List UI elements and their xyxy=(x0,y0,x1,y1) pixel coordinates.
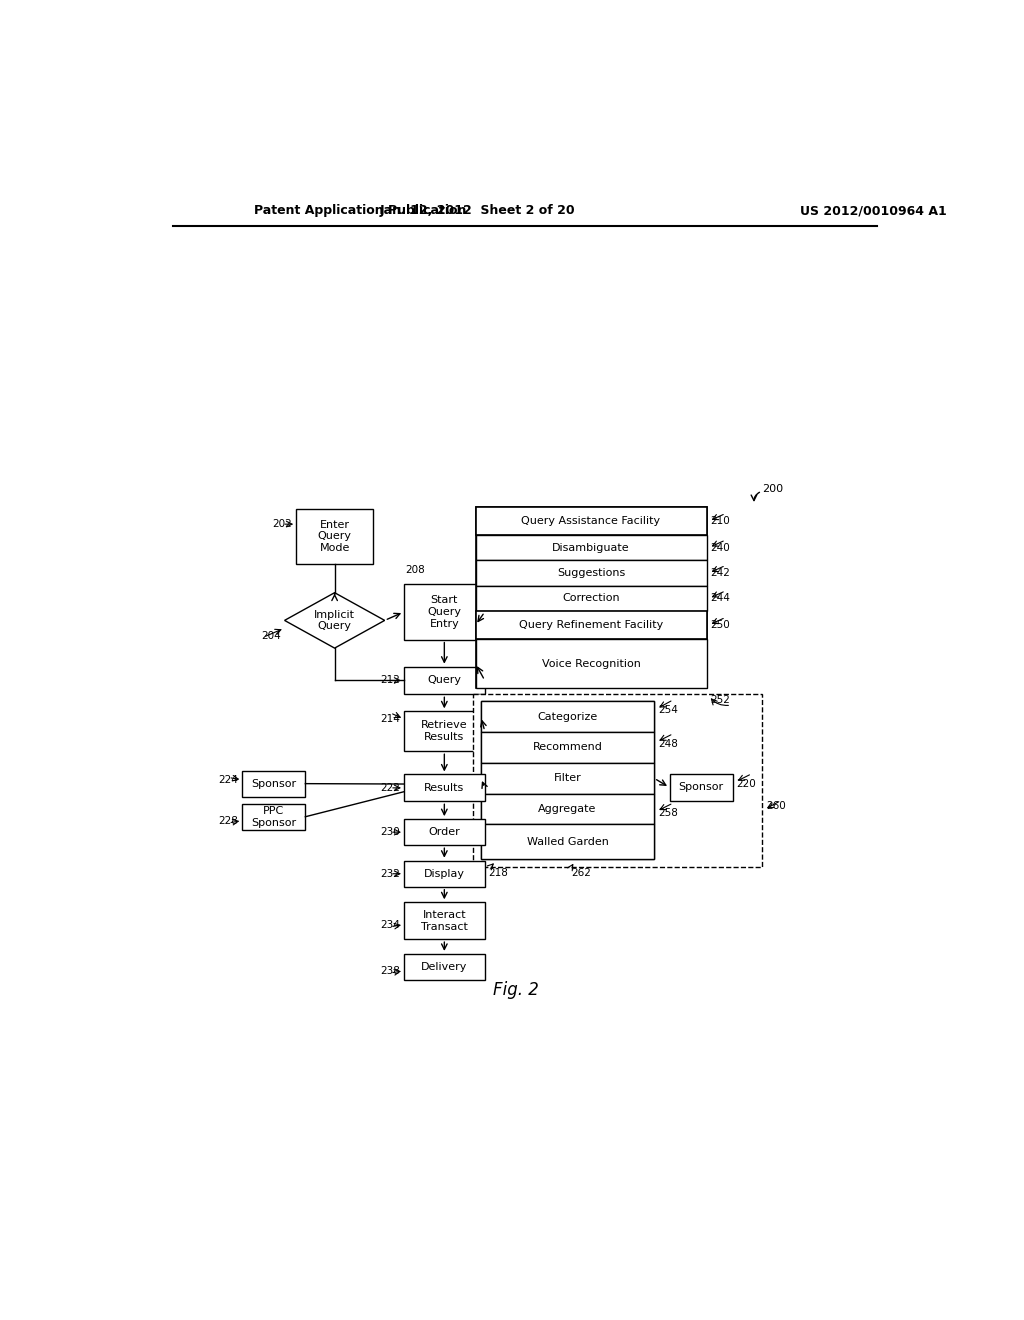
Text: Jan. 12, 2012  Sheet 2 of 20: Jan. 12, 2012 Sheet 2 of 20 xyxy=(379,205,574,218)
Bar xyxy=(670,775,733,800)
Text: 218: 218 xyxy=(488,869,509,878)
Bar xyxy=(475,560,707,586)
Text: 244: 244 xyxy=(711,594,730,603)
Text: Patent Application Publication: Patent Application Publication xyxy=(254,205,466,218)
Text: 224: 224 xyxy=(218,775,239,785)
Bar xyxy=(403,667,484,694)
Text: Suggestions: Suggestions xyxy=(557,568,625,578)
Text: Sponsor: Sponsor xyxy=(251,779,296,788)
Text: Retrieve
Results: Retrieve Results xyxy=(421,721,468,742)
Bar xyxy=(403,954,484,979)
Bar xyxy=(243,771,305,797)
Bar xyxy=(475,535,707,560)
Bar xyxy=(296,508,373,564)
Text: 202: 202 xyxy=(272,519,292,529)
Text: Interact
Transact: Interact Transact xyxy=(421,909,468,932)
Bar xyxy=(481,733,654,763)
Text: 260: 260 xyxy=(766,801,785,812)
Text: Correction: Correction xyxy=(562,594,620,603)
Text: 234: 234 xyxy=(380,920,400,929)
Text: Categorize: Categorize xyxy=(538,711,598,722)
Text: US 2012/0010964 A1: US 2012/0010964 A1 xyxy=(801,205,947,218)
Bar xyxy=(403,585,484,640)
Text: Enter
Query
Mode: Enter Query Mode xyxy=(317,520,351,553)
Text: Recommend: Recommend xyxy=(532,742,602,752)
Text: 242: 242 xyxy=(711,568,730,578)
Bar xyxy=(481,701,654,859)
Text: 220: 220 xyxy=(736,779,757,788)
Bar xyxy=(475,507,707,688)
Text: Delivery: Delivery xyxy=(421,962,468,972)
Text: 204: 204 xyxy=(261,631,282,640)
Text: 238: 238 xyxy=(380,966,400,975)
Text: PPC
Sponsor: PPC Sponsor xyxy=(251,807,296,828)
Bar xyxy=(475,507,707,535)
Text: Results: Results xyxy=(424,783,465,793)
Text: Filter: Filter xyxy=(554,774,582,783)
Polygon shape xyxy=(285,593,385,648)
Bar xyxy=(403,775,484,801)
Text: Query: Query xyxy=(427,676,462,685)
Text: Implicit
Query: Implicit Query xyxy=(314,610,355,631)
Text: 222: 222 xyxy=(380,783,400,793)
Text: Start
Query
Entry: Start Query Entry xyxy=(427,595,462,628)
Text: Sponsor: Sponsor xyxy=(679,783,724,792)
Text: 210: 210 xyxy=(711,516,730,527)
Bar xyxy=(481,825,654,859)
Text: Order: Order xyxy=(428,828,460,837)
Bar xyxy=(475,639,707,688)
Bar xyxy=(481,793,654,825)
Text: 254: 254 xyxy=(658,705,678,715)
Text: 250: 250 xyxy=(711,620,730,630)
Text: 212: 212 xyxy=(380,676,400,685)
Bar xyxy=(403,711,484,751)
Text: Query Refinement Facility: Query Refinement Facility xyxy=(519,620,664,630)
Text: Display: Display xyxy=(424,869,465,879)
Bar xyxy=(403,903,484,940)
Text: Walled Garden: Walled Garden xyxy=(526,837,608,846)
Text: 240: 240 xyxy=(711,543,730,553)
Bar xyxy=(243,804,305,830)
Text: Voice Recognition: Voice Recognition xyxy=(542,659,640,668)
Text: Aggregate: Aggregate xyxy=(539,804,597,814)
Text: 262: 262 xyxy=(571,869,591,878)
Text: Disambiguate: Disambiguate xyxy=(552,543,630,553)
Text: 232: 232 xyxy=(380,869,400,879)
Text: 252: 252 xyxy=(711,694,730,705)
Text: 228: 228 xyxy=(218,816,239,825)
Bar xyxy=(481,763,654,793)
Text: 258: 258 xyxy=(658,808,678,818)
Text: Fig. 2: Fig. 2 xyxy=(493,981,539,999)
Bar xyxy=(481,701,654,733)
Bar xyxy=(403,861,484,887)
Text: 208: 208 xyxy=(406,565,425,576)
Text: 214: 214 xyxy=(380,714,400,723)
Text: 230: 230 xyxy=(380,828,400,837)
Bar xyxy=(475,586,707,611)
Text: Query Assistance Facility: Query Assistance Facility xyxy=(521,516,660,527)
Bar xyxy=(475,611,707,639)
Text: 248: 248 xyxy=(658,739,678,748)
Bar xyxy=(473,693,762,867)
Text: 200: 200 xyxy=(762,484,783,495)
Bar xyxy=(403,818,484,845)
